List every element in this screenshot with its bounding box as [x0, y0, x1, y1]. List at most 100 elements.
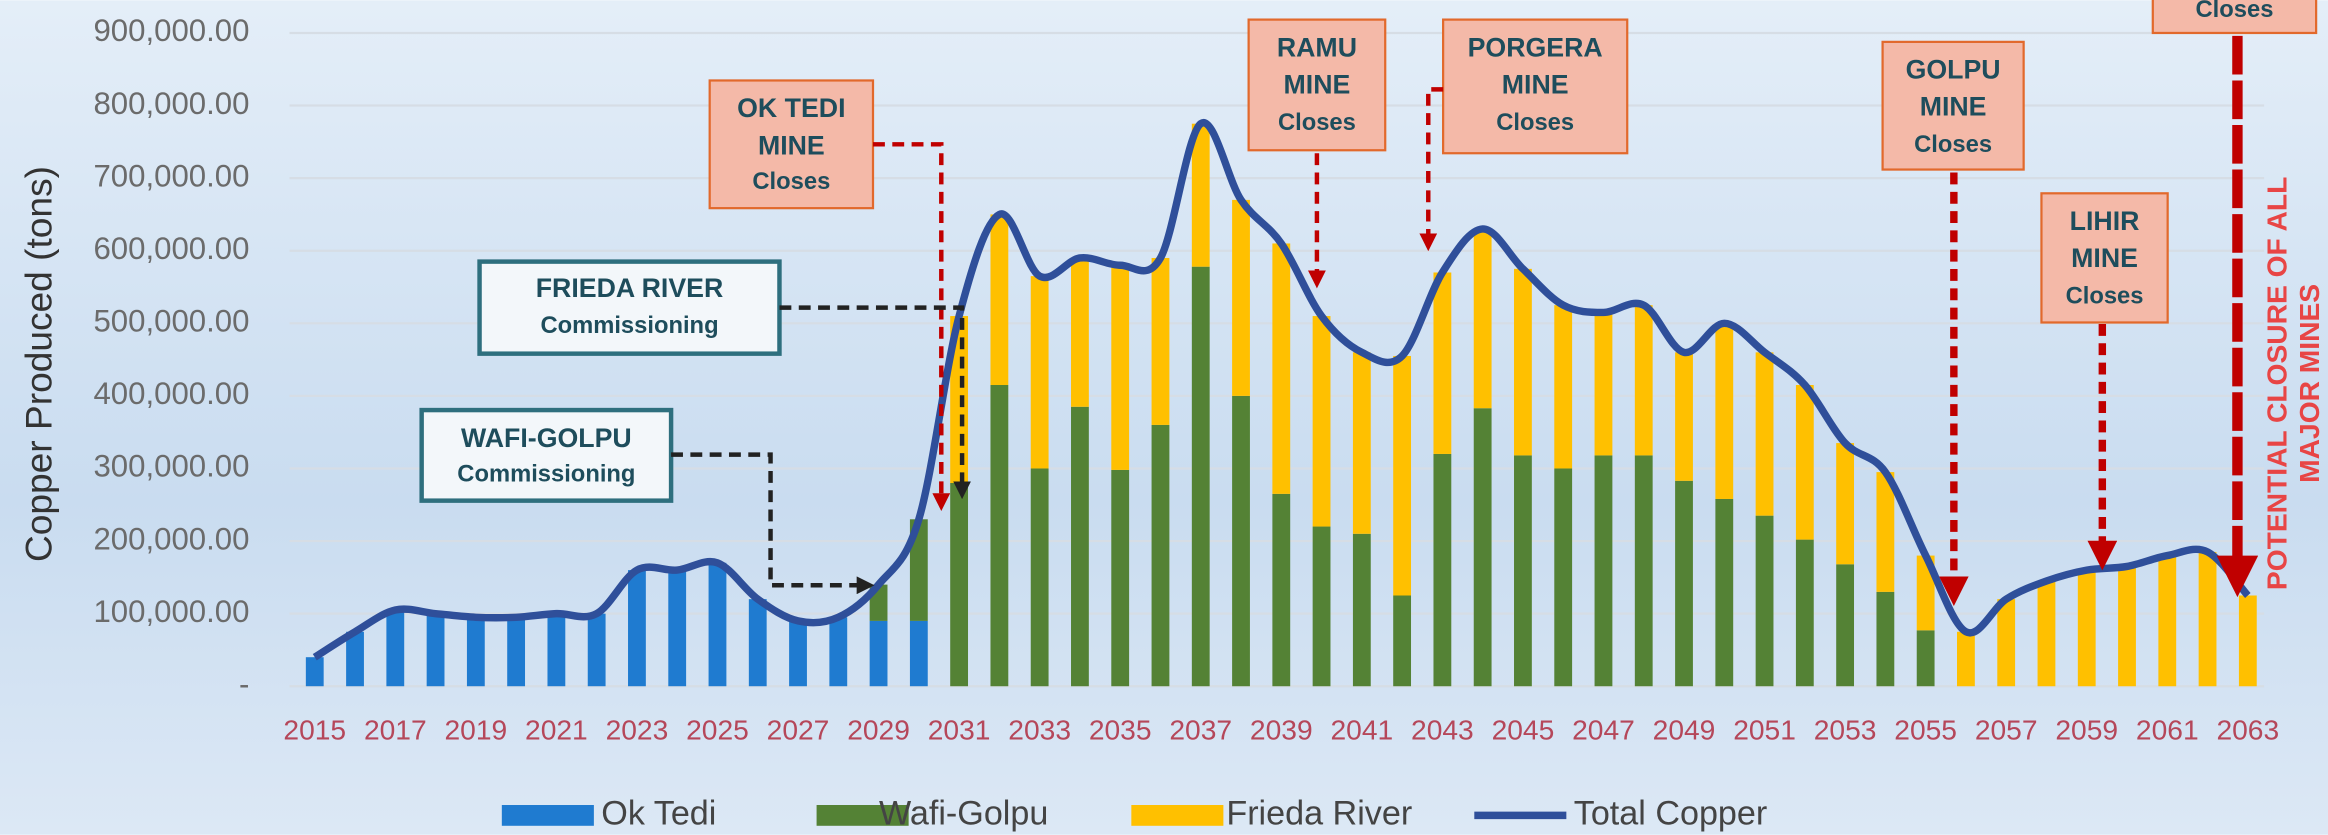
- bar-segment: [829, 617, 848, 687]
- annotation-text: Closes: [752, 168, 830, 195]
- annotation-text: PORGERA: [1468, 32, 1603, 62]
- legend-label: Wafi-Golpu: [879, 794, 1048, 832]
- bar-segment: [1312, 316, 1331, 527]
- bar-segment: [1312, 526, 1331, 687]
- x-tick-label: 2047: [1572, 714, 1635, 746]
- annotation-text: OK TEDI: [737, 93, 845, 123]
- annotation-text: LIHIR: [2070, 206, 2140, 236]
- bar-segment: [346, 631, 364, 687]
- annotation-text: FRIEDA RIVER: [536, 273, 724, 303]
- annotation-text: Closes: [1496, 109, 1574, 136]
- side-note: MAJOR MINES: [2293, 284, 2325, 483]
- annotation-arrow: [779, 305, 971, 500]
- legend-swatch: [1131, 805, 1224, 826]
- bar-segment: [1433, 272, 1452, 454]
- bar-segment: [909, 519, 928, 621]
- y-tick-label: 100,000.00: [93, 594, 249, 629]
- x-tick-label: 2015: [283, 714, 346, 746]
- y-tick-label: 900,000.00: [93, 13, 249, 48]
- bar-segment: [1916, 630, 1935, 687]
- bar-segment: [1675, 352, 1693, 481]
- total-line: [312, 119, 2251, 661]
- y-tick-label: 400,000.00: [93, 376, 249, 411]
- bar-segment: [1473, 228, 1492, 409]
- annotation-arrow: [1419, 87, 1444, 252]
- annotation-text: RAMU: [1277, 32, 1357, 62]
- annotation-box: [419, 407, 674, 503]
- bar-segment: [1514, 268, 1532, 456]
- annotation-text: MINE: [1920, 92, 1987, 122]
- x-tick-label: 2033: [1008, 714, 1071, 746]
- annotation-text: WAFI-GOLPU: [461, 423, 632, 453]
- bar-segment: [1071, 406, 1089, 687]
- bar-segment: [628, 570, 646, 687]
- bar-segment: [1876, 472, 1895, 592]
- legend-label: Frieda River: [1226, 794, 1412, 832]
- bar-segment: [1836, 443, 1855, 565]
- annotation-box: [2151, 0, 2318, 35]
- y-tick-label: 600,000.00: [93, 231, 249, 266]
- bar-segment: [708, 562, 727, 687]
- x-tick-label: 2019: [444, 714, 507, 746]
- bar-segment: [1594, 455, 1613, 687]
- legend-label: Total Copper: [1574, 794, 1767, 832]
- bar-segment: [1916, 555, 1935, 631]
- bar-segment: [1554, 468, 1573, 687]
- x-tick-label: 2025: [686, 714, 749, 746]
- bar-segment: [1272, 493, 1291, 687]
- bar-segment: [2037, 580, 2056, 687]
- annotation-box: [1247, 18, 1387, 152]
- bar-segment: [1715, 323, 1734, 499]
- legend-swatch: [501, 805, 594, 826]
- bar-segment: [1433, 453, 1452, 687]
- bar-segment: [1675, 480, 1693, 687]
- y-tick-label: -: [239, 666, 249, 701]
- bar-segment: [1715, 498, 1734, 687]
- y-tick-label: 200,000.00: [93, 521, 249, 556]
- bar-segment: [668, 570, 687, 687]
- annotation-text: MINE: [758, 130, 825, 160]
- annotation-text: Closes: [2066, 283, 2144, 310]
- x-tick-label: 2051: [1733, 714, 1796, 746]
- bar-segment: [1393, 595, 1412, 687]
- bar-segment: [1634, 305, 1653, 456]
- x-tick-label: 2039: [1250, 714, 1313, 746]
- bar-segment: [1151, 257, 1170, 425]
- x-tick-label: 2017: [364, 714, 427, 746]
- bar-segment: [1795, 385, 1814, 540]
- bar-segment: [1957, 631, 1975, 687]
- bar-segment: [1191, 266, 1210, 687]
- annotation-arrow: [873, 142, 951, 512]
- annotation-text: MINE: [1502, 69, 1569, 99]
- annotation-arrow: [671, 452, 875, 595]
- annotation-box: [1442, 18, 1629, 155]
- bar-segment: [1594, 312, 1613, 456]
- y-tick-label: 700,000.00: [93, 158, 249, 193]
- bar-segment: [426, 613, 445, 687]
- bar-segment: [2198, 551, 2217, 687]
- bar-segment: [587, 613, 606, 687]
- annotation-box: [1881, 40, 2025, 171]
- x-tick-label: 2021: [525, 714, 588, 746]
- y-tick-label: 500,000.00: [93, 304, 249, 339]
- bar-segment: [2158, 555, 2177, 687]
- annotation-text: Commissioning: [457, 461, 635, 488]
- bar-segment: [1111, 469, 1130, 687]
- bar-segment: [386, 610, 405, 687]
- annotation-box: [477, 259, 782, 356]
- x-tick-label: 2053: [1814, 714, 1877, 746]
- bar-segment: [789, 620, 807, 687]
- bar-segment: [1755, 515, 1774, 687]
- annotation-text: MINE: [2071, 243, 2138, 273]
- bar-segment: [909, 620, 928, 687]
- annotation-text: MINE: [1284, 69, 1351, 99]
- x-tick-label: 2037: [1169, 714, 1232, 746]
- x-tick-label: 2027: [767, 714, 830, 746]
- bar-segment: [547, 613, 566, 687]
- y-tick-label: 300,000.00: [93, 449, 249, 484]
- bar-segment: [1554, 305, 1573, 469]
- x-tick-label: 2031: [928, 714, 991, 746]
- bar-segment: [990, 385, 1009, 687]
- bar-segment: [1151, 424, 1170, 687]
